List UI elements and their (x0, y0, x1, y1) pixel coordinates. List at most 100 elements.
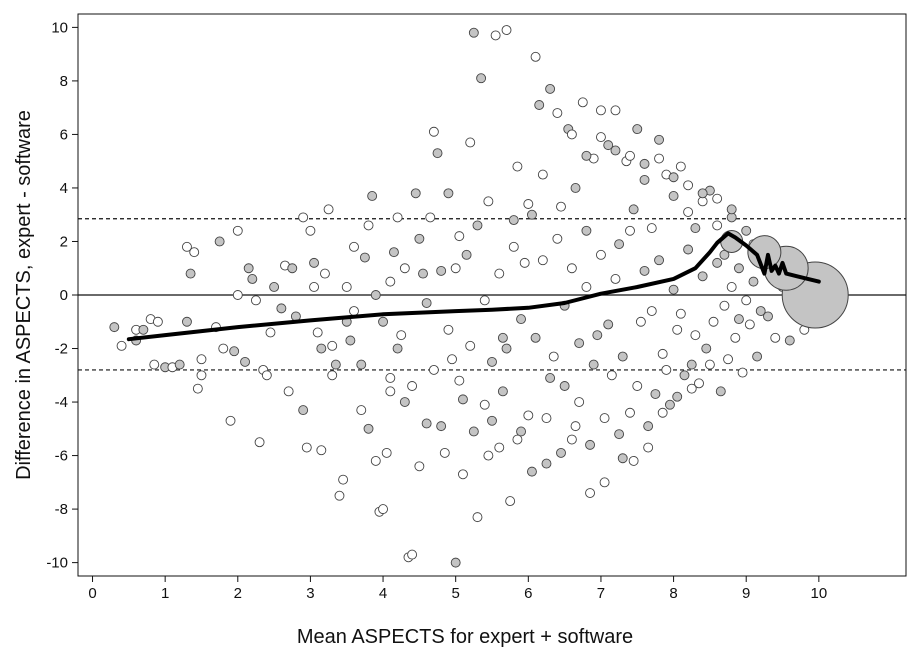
data-point (497, 332, 508, 343)
data-point (741, 225, 752, 236)
data-point (276, 303, 287, 314)
data-point (770, 332, 781, 343)
data-point (218, 343, 229, 354)
data-point (639, 158, 650, 169)
data-point (643, 421, 654, 432)
data-point (694, 378, 704, 389)
data-point (526, 209, 537, 220)
x-tick-label: 2 (234, 585, 242, 602)
data-point (516, 426, 527, 437)
y-tick-label: 4 (60, 180, 68, 197)
data-point (428, 364, 439, 375)
data-point (138, 324, 149, 335)
data-point (646, 306, 657, 317)
data-point (755, 306, 766, 317)
data-point (752, 351, 763, 362)
data-point (497, 386, 508, 397)
x-tick-label: 6 (524, 585, 532, 602)
data-point (225, 415, 236, 426)
data-point (726, 204, 737, 215)
data-point (730, 332, 741, 343)
data-point (545, 83, 556, 94)
data-point (661, 364, 672, 375)
x-tick-label: 9 (742, 585, 750, 602)
x-tick-label: 10 (810, 585, 827, 602)
data-point (490, 30, 501, 41)
data-point (570, 183, 581, 193)
data-point (450, 557, 461, 568)
data-point (537, 255, 548, 266)
data-point (632, 124, 643, 135)
data-point (516, 314, 527, 325)
data-point (501, 25, 512, 36)
data-point (181, 316, 192, 327)
data-point (737, 367, 748, 378)
data-point (174, 359, 185, 370)
data-point (625, 407, 635, 418)
data-point (708, 316, 719, 327)
x-tick-label: 5 (452, 585, 460, 602)
data-point (690, 223, 701, 234)
data-point (697, 188, 708, 199)
data-point (585, 439, 596, 450)
data-point (672, 391, 683, 402)
data-point (672, 324, 683, 335)
y-tick-label: 2 (60, 233, 68, 250)
data-point (686, 383, 697, 394)
data-point (556, 201, 566, 212)
data-point (526, 466, 537, 477)
data-point (548, 351, 559, 362)
data-point (679, 370, 690, 381)
data-point (744, 319, 755, 330)
data-point (541, 458, 552, 469)
data-point (523, 199, 534, 209)
x-axis-title: Mean ASPECTS for expert + software (297, 626, 633, 648)
data-point (784, 335, 795, 346)
data-point (556, 447, 566, 458)
data-point (378, 316, 389, 327)
data-point (410, 188, 421, 199)
data-point (592, 330, 603, 341)
data-point (712, 193, 723, 204)
data-point (610, 145, 621, 156)
data-point (116, 340, 127, 351)
data-point (457, 469, 468, 480)
data-point (501, 343, 512, 354)
data-point (479, 295, 490, 306)
data-point (519, 257, 530, 268)
data-point (668, 191, 679, 201)
data-point (192, 383, 203, 394)
data-point (483, 196, 494, 207)
data-point (733, 263, 744, 274)
data-point (617, 351, 628, 362)
data-point (407, 381, 418, 391)
data-point (109, 322, 120, 333)
data-point (581, 150, 592, 161)
data-point (454, 375, 465, 386)
data-point (530, 332, 541, 343)
data-point (385, 386, 396, 397)
y-tick-label: 8 (60, 73, 68, 90)
data-point (595, 105, 606, 116)
data-point (585, 488, 596, 498)
data-point (327, 340, 338, 351)
data-point (309, 282, 320, 292)
data-point (378, 504, 389, 515)
data-point (534, 100, 545, 110)
data-point (287, 263, 298, 274)
data-point (301, 442, 312, 453)
data-point (668, 172, 679, 183)
data-point (748, 276, 759, 287)
data-point (232, 290, 243, 300)
data-point (650, 389, 661, 399)
data-point (305, 225, 316, 236)
y-tick-label: 0 (60, 287, 68, 304)
data-point (479, 399, 490, 410)
data-point (483, 450, 494, 461)
y-tick-label: -4 (55, 394, 68, 411)
data-point (250, 295, 261, 306)
data-point (349, 306, 359, 317)
data-point (185, 268, 196, 279)
data-point (428, 126, 439, 137)
y-axis: -10 -8 -6 -4 -2 0 2 4 6 8 10 (46, 19, 78, 572)
